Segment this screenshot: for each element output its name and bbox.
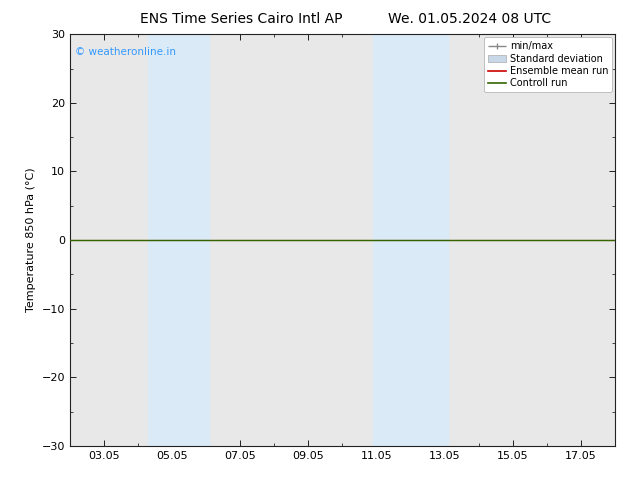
Text: ENS Time Series Cairo Intl AP: ENS Time Series Cairo Intl AP xyxy=(139,12,342,26)
Bar xyxy=(148,34,209,446)
Text: © weatheronline.in: © weatheronline.in xyxy=(75,47,176,57)
Y-axis label: Temperature 850 hPa (°C): Temperature 850 hPa (°C) xyxy=(26,168,36,313)
Legend: min/max, Standard deviation, Ensemble mean run, Controll run: min/max, Standard deviation, Ensemble me… xyxy=(484,37,612,92)
Bar xyxy=(373,34,448,446)
Text: We. 01.05.2024 08 UTC: We. 01.05.2024 08 UTC xyxy=(387,12,551,26)
